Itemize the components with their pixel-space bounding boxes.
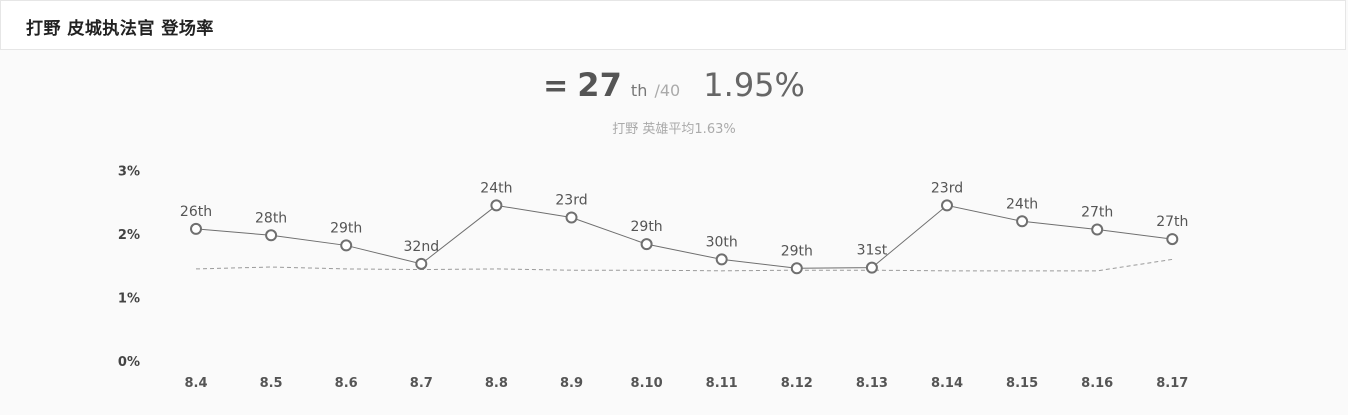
x-tick-label: 8.14 <box>931 376 963 391</box>
pick-rate-chart: 3% 2% 1% 0% 8.4 8.5 8.6 8.7 8.8 8.9 8.10 8.11 8.12 8.… <box>118 165 1188 392</box>
rank-value: 27 <box>577 66 622 104</box>
data-point <box>1016 215 1029 228</box>
header-bar: 打野 皮城执法官 登场率 <box>0 0 1346 50</box>
y-tick-label: 3% <box>118 165 140 180</box>
data-point <box>1166 233 1179 246</box>
x-tick-label: 8.7 <box>410 376 433 391</box>
x-tick-label: 8.15 <box>1006 376 1038 391</box>
data-label: 28th <box>255 210 287 226</box>
data-point <box>941 199 953 212</box>
data-point <box>415 257 428 270</box>
data-label: 23rd <box>555 192 587 208</box>
x-tick-label: 8.6 <box>335 376 358 391</box>
y-tick-label: 0% <box>118 355 140 370</box>
data-point <box>565 211 578 224</box>
x-tick-label: 8.8 <box>485 376 508 391</box>
page-title: 打野 皮城执法官 登场率 <box>26 19 214 39</box>
x-tick-label: 8.5 <box>260 376 283 391</box>
average-line <box>195 258 1173 272</box>
x-tick-label: 8.10 <box>631 376 663 391</box>
data-label: 32nd <box>404 239 440 255</box>
data-point <box>490 199 503 212</box>
data-point <box>265 229 278 242</box>
data-point <box>340 239 353 252</box>
x-tick-label: 8.12 <box>781 376 813 391</box>
trend-symbol: = <box>543 69 569 104</box>
data-label: 24th <box>1006 196 1038 212</box>
y-tick-label: 1% <box>118 292 140 307</box>
rank-summary: = 27 th /40 1.95% <box>0 66 1348 116</box>
x-tick-label: 8.9 <box>560 376 583 391</box>
data-label: 26th <box>180 204 212 220</box>
x-tick-label: 8.17 <box>1156 376 1188 391</box>
x-tick-label: 8.16 <box>1081 376 1113 391</box>
data-label: 29th <box>781 243 813 259</box>
data-point <box>865 261 878 274</box>
data-label: 29th <box>631 219 663 235</box>
rank-total: /40 <box>654 81 681 100</box>
data-point <box>790 262 803 275</box>
data-label: 27th <box>1156 214 1188 230</box>
rank-suffix: th <box>630 81 648 100</box>
y-tick-label: 2% <box>118 228 140 243</box>
data-label: 24th <box>480 180 512 196</box>
data-point <box>640 238 653 251</box>
data-label: 27th <box>1081 205 1113 221</box>
pick-rate-value: 1.95% <box>703 66 805 104</box>
data-label: 31st <box>857 243 888 259</box>
data-label: 29th <box>330 220 362 236</box>
x-tick-label: 8.13 <box>856 376 888 391</box>
data-point <box>190 222 202 235</box>
data-point <box>715 253 728 266</box>
series-line <box>195 204 1173 269</box>
x-tick-label: 8.11 <box>706 376 738 391</box>
data-label: 23rd <box>931 180 963 196</box>
data-point <box>1091 223 1104 236</box>
data-label: 30th <box>706 234 738 250</box>
role-average: 打野 英雄平均1.63% <box>612 122 736 137</box>
x-tick-label: 8.4 <box>184 376 207 391</box>
